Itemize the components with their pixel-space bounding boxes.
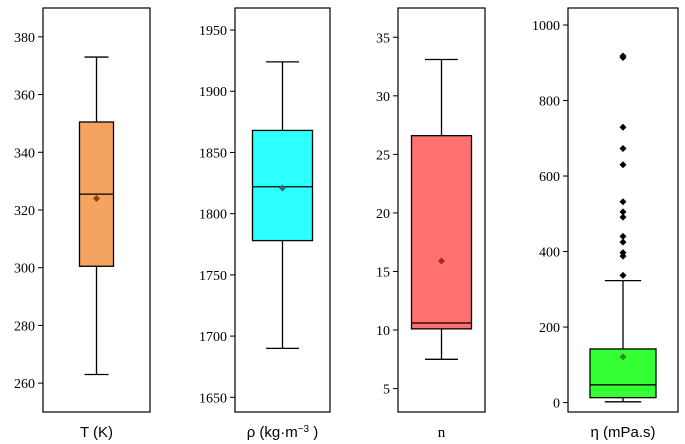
iqr-box — [410, 134, 473, 330]
outlier-point — [619, 52, 627, 60]
x-axis-label: ρ (kg·m−3 ) — [247, 424, 319, 442]
y-tick-label: 15 — [376, 265, 390, 280]
outlier-point — [619, 213, 627, 221]
x-axis-label: η (mPa.s) — [590, 424, 655, 441]
x-axis-label-main: ρ (kg·m — [247, 424, 298, 441]
y-tick-label: 1900 — [199, 85, 227, 100]
y-tick-label: 280 — [14, 319, 35, 334]
outlier-point — [619, 249, 627, 257]
y-tick-label: 1750 — [199, 269, 227, 284]
y-tick-label: 380 — [14, 31, 35, 46]
outlier-point — [619, 198, 627, 206]
panel-frame — [397, 7, 486, 413]
x-axis-label-end: ) — [309, 424, 318, 441]
y-tick-label: 5 — [383, 383, 390, 398]
x-axis-label-sup: −3 — [298, 424, 310, 435]
y-tick-label: 400 — [539, 246, 560, 261]
boxplot-panel-1: 260 280 300 320 340 360 380 T (K) — [14, 7, 151, 441]
y-tick-label: 200 — [539, 321, 560, 336]
y-tick-label: 1850 — [199, 146, 227, 161]
y-tick-label: 1800 — [199, 208, 227, 223]
y-tick-label: 1950 — [199, 24, 227, 39]
y-tick-label: 600 — [539, 170, 560, 185]
y-tick-label: 320 — [14, 204, 35, 219]
mean-marker — [93, 194, 100, 202]
outlier-point — [619, 161, 627, 169]
boxplot-panel-2: 1650 1700 1750 1800 1850 1900 1950 ρ (kg·m−3 ) — [199, 7, 331, 442]
outlier-point — [619, 232, 627, 240]
y-tick-label: 260 — [14, 377, 35, 392]
y-tick-label: 10 — [376, 324, 390, 339]
y-tick-label: 20 — [376, 207, 390, 222]
y-tick-label: 360 — [14, 89, 35, 104]
outlier-point — [619, 208, 627, 216]
mean-marker — [279, 184, 286, 192]
y-tick-label: 0 — [553, 397, 560, 412]
outlier-point — [619, 271, 627, 279]
y-tick-label: 300 — [14, 262, 35, 277]
x-axis-label: n — [438, 425, 446, 441]
outlier-point — [619, 238, 627, 246]
y-tick-label: 35 — [376, 31, 390, 46]
panel-frame — [567, 7, 679, 413]
x-axis-label: T (K) — [80, 424, 113, 441]
outlier-point — [619, 123, 627, 131]
outlier-point — [619, 144, 627, 152]
panel-frame — [234, 7, 331, 413]
mean-marker — [438, 257, 445, 265]
y-tick-label: 1650 — [199, 391, 227, 406]
y-tick-label: 800 — [539, 95, 560, 110]
mean-marker — [619, 353, 627, 361]
y-tick-label: 30 — [376, 90, 390, 105]
y-tick-label: 340 — [14, 146, 35, 161]
boxplot-panel-4: 0 200 400 600 800 1000 η (mPa.s) — [532, 7, 679, 441]
y-tick-label: 25 — [376, 148, 390, 163]
y-tick-label: 1000 — [532, 19, 560, 34]
y-tick-label: 1700 — [199, 330, 227, 345]
boxplot-panel-3: 5 10 15 20 25 30 35 n — [376, 7, 486, 441]
